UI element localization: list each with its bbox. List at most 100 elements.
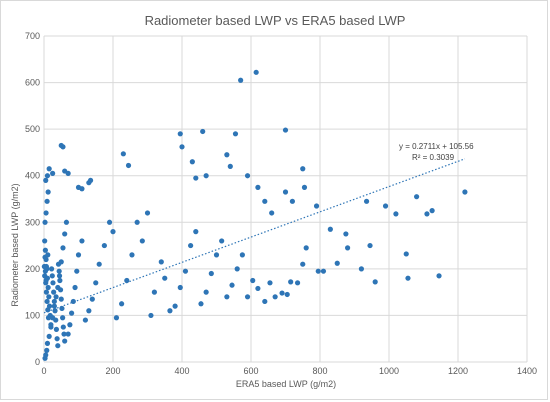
y-tick-label: 700	[25, 31, 40, 41]
data-point	[46, 333, 52, 339]
data-point	[172, 303, 178, 309]
data-point	[158, 259, 164, 265]
data-point	[96, 261, 102, 267]
grid-lines	[43, 35, 528, 363]
data-point	[229, 282, 235, 288]
data-point	[60, 245, 66, 251]
y-tick-label: 600	[25, 78, 40, 88]
data-point	[300, 261, 306, 267]
data-point	[60, 144, 66, 150]
data-point	[89, 296, 95, 302]
data-point	[284, 291, 290, 298]
data-point	[267, 280, 273, 286]
data-point	[405, 275, 411, 281]
data-point	[193, 175, 199, 181]
data-point	[372, 279, 378, 285]
data-point	[193, 229, 199, 235]
trendline	[43, 158, 466, 314]
data-point	[139, 238, 145, 244]
data-point	[177, 131, 183, 137]
data-point	[313, 203, 320, 209]
data-point	[93, 280, 99, 286]
x-tick-label: 1000	[379, 366, 399, 376]
data-point	[46, 166, 52, 172]
data-point	[382, 203, 389, 209]
data-point	[42, 247, 48, 253]
data-point	[134, 219, 140, 225]
data-point	[60, 315, 66, 321]
data-point	[43, 263, 50, 270]
data-point	[63, 219, 70, 225]
data-point	[429, 208, 435, 214]
trend-r-squared: R² = 0.3039	[412, 153, 455, 162]
data-point	[44, 298, 50, 305]
data-point	[327, 226, 333, 232]
data-point	[61, 331, 67, 337]
data-point	[58, 296, 64, 302]
data-point	[69, 310, 75, 316]
data-point	[82, 317, 88, 323]
data-point	[129, 252, 135, 258]
data-point	[403, 251, 409, 257]
data-point	[45, 189, 51, 195]
data-point	[50, 280, 56, 286]
data-point	[288, 279, 294, 285]
y-tick-label: 500	[25, 124, 40, 134]
data-point	[188, 242, 194, 249]
data-point	[200, 128, 206, 135]
y-tick-label: 0	[35, 357, 40, 367]
data-point	[179, 144, 185, 150]
data-point	[148, 312, 154, 319]
data-point	[86, 308, 92, 314]
data-point	[44, 347, 50, 353]
data-point	[57, 287, 64, 293]
data-point	[51, 303, 57, 309]
data-point	[53, 317, 59, 323]
x-tick-label: 0	[41, 366, 46, 376]
data-point	[239, 252, 245, 258]
data-point	[44, 173, 51, 179]
data-point	[43, 177, 49, 183]
data-point	[74, 268, 80, 274]
data-point	[42, 355, 48, 361]
data-point	[224, 294, 230, 300]
data-point	[113, 315, 120, 321]
data-point	[51, 298, 57, 305]
data-point	[272, 294, 278, 300]
x-tick-label: 1400	[517, 366, 537, 376]
data-point	[227, 163, 233, 169]
data-point	[55, 343, 61, 349]
data-point	[56, 268, 62, 274]
data-point	[125, 162, 132, 169]
y-tick-label: 200	[25, 264, 40, 274]
data-point	[67, 322, 73, 328]
data-point	[42, 273, 48, 279]
data-point	[358, 266, 364, 272]
data-point	[53, 294, 59, 300]
data-point	[303, 245, 309, 251]
data-point	[343, 231, 349, 237]
data-point	[393, 211, 399, 217]
x-tick-label: 600	[243, 366, 258, 376]
data-point	[203, 289, 209, 295]
data-point	[45, 252, 51, 258]
data-point	[301, 184, 308, 190]
data-point	[189, 159, 195, 165]
data-point	[363, 198, 370, 204]
data-point	[238, 77, 244, 83]
data-points	[41, 69, 468, 361]
data-point	[182, 268, 189, 274]
data-point	[255, 285, 261, 292]
data-point	[250, 277, 256, 284]
data-point	[414, 194, 420, 200]
data-point	[42, 268, 48, 274]
y-tick-label: 100	[25, 310, 40, 320]
data-point	[79, 186, 85, 192]
y-tick-labels: 0 100 200 300 400 500 600 700	[25, 31, 40, 367]
data-point	[213, 252, 220, 258]
data-point	[62, 338, 68, 344]
data-point	[334, 260, 340, 266]
data-point	[208, 270, 214, 277]
x-tick-label: 200	[105, 366, 120, 376]
